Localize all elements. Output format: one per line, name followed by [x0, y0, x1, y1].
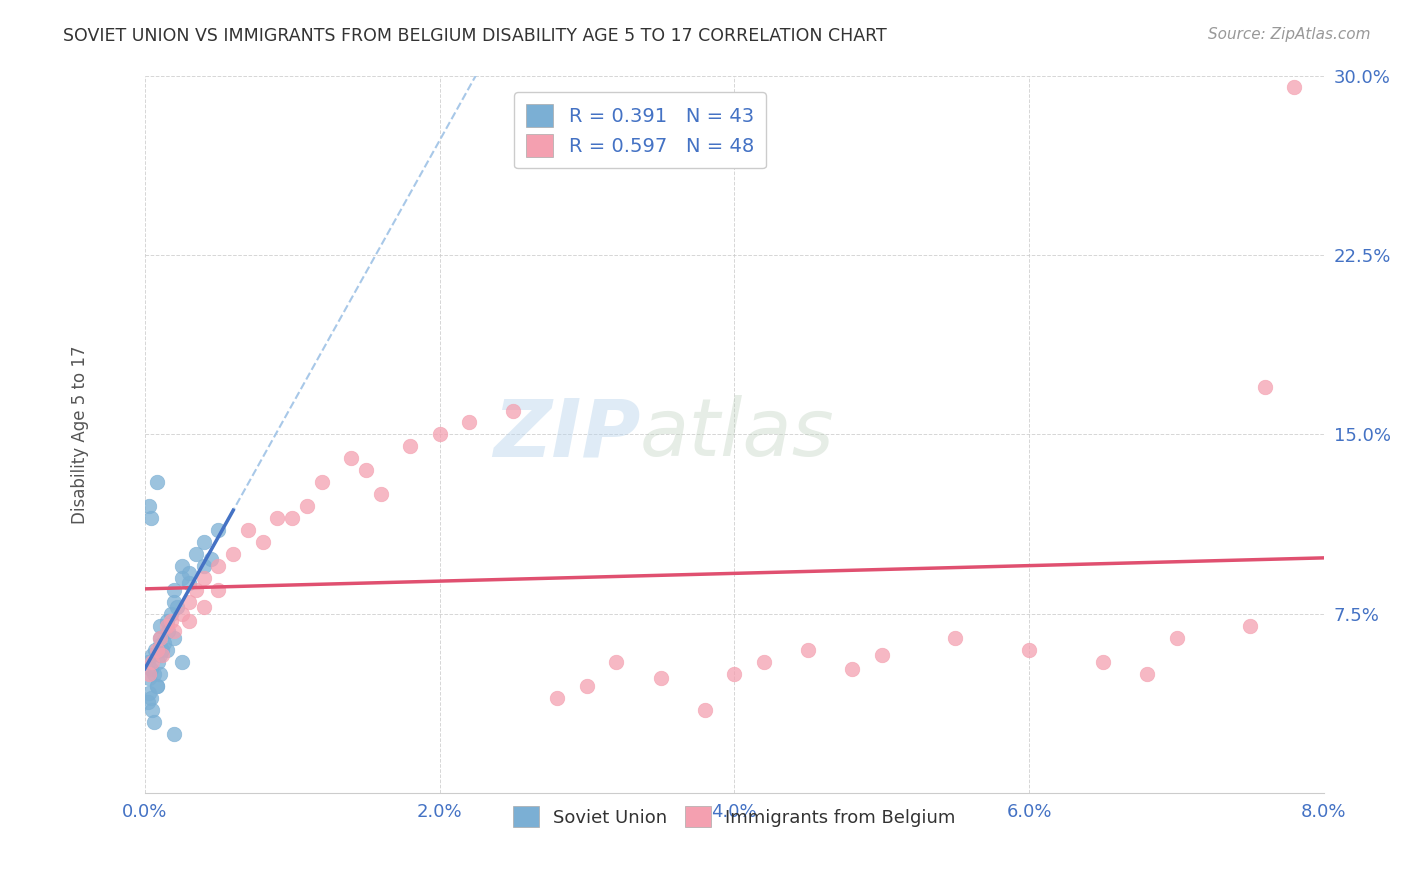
- Point: [1254, 379, 1277, 393]
- Point: [193, 535, 215, 549]
- Point: [138, 500, 160, 514]
- Point: [163, 726, 186, 740]
- Point: [166, 599, 188, 614]
- Text: Source: ZipAtlas.com: Source: ZipAtlas.com: [1208, 27, 1371, 42]
- Point: [148, 619, 170, 633]
- Point: [797, 642, 820, 657]
- Point: [141, 655, 163, 669]
- Point: [153, 635, 176, 649]
- Point: [139, 690, 162, 705]
- Point: [723, 666, 745, 681]
- Point: [156, 619, 179, 633]
- Point: [650, 672, 672, 686]
- Point: [148, 666, 170, 681]
- Point: [163, 631, 186, 645]
- Point: [236, 523, 259, 537]
- Point: [177, 614, 200, 628]
- Point: [1018, 642, 1040, 657]
- Point: [458, 416, 481, 430]
- Point: [136, 655, 159, 669]
- Point: [207, 559, 229, 574]
- Point: [142, 714, 165, 729]
- Point: [145, 679, 167, 693]
- Point: [547, 690, 569, 705]
- Point: [311, 475, 333, 490]
- Point: [139, 662, 162, 676]
- Text: SOVIET UNION VS IMMIGRANTS FROM BELGIUM DISABILITY AGE 5 TO 17 CORRELATION CHART: SOVIET UNION VS IMMIGRANTS FROM BELGIUM …: [63, 27, 887, 45]
- Point: [148, 648, 170, 662]
- Point: [160, 614, 183, 628]
- Point: [177, 575, 200, 590]
- Point: [143, 642, 166, 657]
- Point: [605, 655, 627, 669]
- Point: [177, 595, 200, 609]
- Point: [1091, 655, 1114, 669]
- Point: [145, 679, 167, 693]
- Point: [160, 607, 183, 621]
- Point: [575, 679, 598, 693]
- Point: [399, 439, 422, 453]
- Point: [693, 703, 716, 717]
- Point: [186, 547, 208, 561]
- Point: [841, 662, 863, 676]
- Legend: Soviet Union, Immigrants from Belgium: Soviet Union, Immigrants from Belgium: [506, 799, 963, 835]
- Point: [148, 631, 170, 645]
- Point: [152, 642, 174, 657]
- Point: [145, 642, 167, 657]
- Point: [136, 695, 159, 709]
- Point: [146, 655, 169, 669]
- Point: [281, 511, 304, 525]
- Text: atlas: atlas: [640, 395, 835, 474]
- Point: [1239, 619, 1261, 633]
- Point: [207, 523, 229, 537]
- Point: [170, 559, 193, 574]
- Point: [252, 535, 274, 549]
- Point: [156, 642, 179, 657]
- Point: [163, 624, 186, 638]
- Text: ZIP: ZIP: [492, 395, 640, 474]
- Point: [354, 463, 377, 477]
- Point: [945, 631, 967, 645]
- Point: [156, 614, 179, 628]
- Point: [148, 638, 170, 652]
- Point: [370, 487, 392, 501]
- Point: [429, 427, 451, 442]
- Point: [1284, 80, 1306, 95]
- Point: [200, 552, 222, 566]
- Point: [163, 582, 186, 597]
- Point: [222, 547, 245, 561]
- Point: [142, 666, 165, 681]
- Point: [193, 559, 215, 574]
- Point: [170, 571, 193, 585]
- Point: [170, 607, 193, 621]
- Point: [170, 655, 193, 669]
- Point: [752, 655, 775, 669]
- Point: [152, 648, 174, 662]
- Point: [163, 595, 186, 609]
- Point: [295, 500, 318, 514]
- Point: [1166, 631, 1188, 645]
- Point: [138, 672, 160, 686]
- Point: [138, 686, 160, 700]
- Point: [177, 566, 200, 581]
- Point: [340, 451, 363, 466]
- Point: [502, 403, 524, 417]
- Y-axis label: Disability Age 5 to 17: Disability Age 5 to 17: [72, 345, 89, 524]
- Point: [157, 624, 180, 638]
- Point: [148, 631, 170, 645]
- Point: [193, 571, 215, 585]
- Point: [139, 511, 162, 525]
- Point: [207, 582, 229, 597]
- Point: [870, 648, 893, 662]
- Point: [141, 648, 163, 662]
- Point: [138, 666, 160, 681]
- Point: [193, 599, 215, 614]
- Point: [145, 475, 167, 490]
- Point: [266, 511, 288, 525]
- Point: [141, 703, 163, 717]
- Point: [1136, 666, 1159, 681]
- Point: [186, 582, 208, 597]
